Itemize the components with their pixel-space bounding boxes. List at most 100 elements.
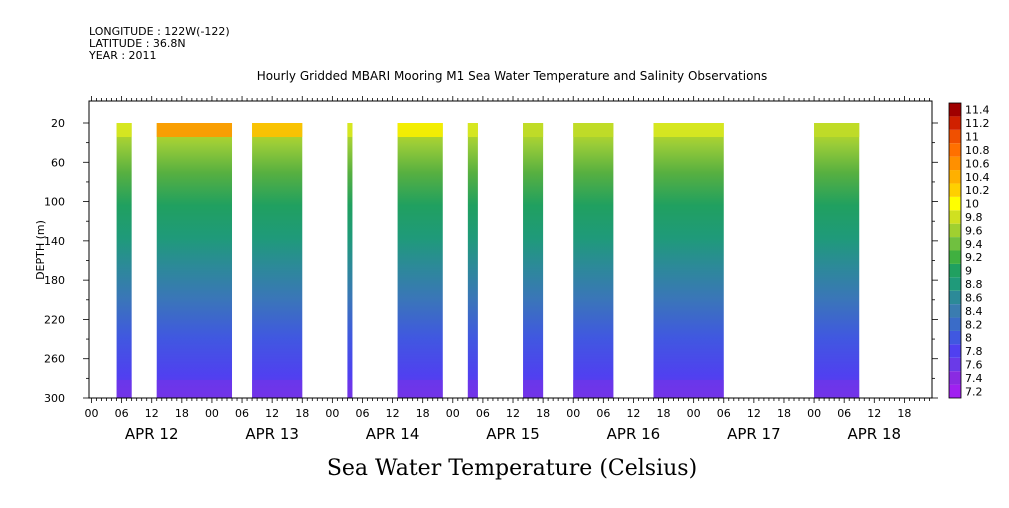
surface-layer — [252, 123, 303, 137]
colorbar-label: 9.6 — [965, 224, 983, 237]
x-tick-label: 18 — [657, 407, 671, 420]
colorbar-label: 9.4 — [965, 238, 983, 251]
temperature-segment — [156, 123, 233, 398]
latitude-label: LATITUDE : 36.8N — [89, 37, 186, 50]
colorbar-label: 9 — [965, 265, 972, 278]
x-tick-label: 18 — [175, 407, 189, 420]
x-tick-label: 00 — [807, 407, 821, 420]
temperature-segment — [347, 123, 353, 398]
x-tick-label: 18 — [777, 407, 791, 420]
colorbar-swatch — [949, 196, 961, 211]
bottom-layer — [573, 380, 614, 398]
x-tick-label: 06 — [596, 407, 610, 420]
x-tick-label: 00 — [205, 407, 219, 420]
longitude-label: LONGITUDE : 122W(-122) — [89, 25, 230, 38]
x-tick-label: 12 — [626, 407, 640, 420]
bottom-layer — [116, 380, 132, 398]
colorbar-swatch — [949, 304, 961, 318]
chart-title: Hourly Gridded MBARI Mooring M1 Sea Wate… — [257, 69, 768, 83]
temperature-segment — [397, 123, 443, 398]
x-tick-label: 06 — [115, 407, 129, 420]
colorbar-swatch — [949, 237, 961, 251]
x-tick-label: 06 — [717, 407, 731, 420]
colorbar-swatch — [949, 290, 961, 305]
colorbar-label: 11 — [965, 131, 979, 144]
x-day-label: APR 13 — [245, 425, 299, 443]
bottom-title: Sea Water Temperature (Celsius) — [327, 456, 697, 481]
x-tick-label: 18 — [536, 407, 550, 420]
colorbar-label: 10.8 — [965, 144, 990, 157]
colorbar-label: 10 — [965, 198, 979, 211]
colorbar-label: 8.8 — [965, 278, 983, 291]
surface-layer — [116, 123, 132, 137]
x-tick-label: 12 — [265, 407, 279, 420]
colorbar-swatch — [949, 357, 961, 372]
colorbar-swatch — [949, 317, 961, 331]
surface-layer — [523, 123, 544, 137]
bottom-layer — [347, 380, 353, 398]
colorbar-label: 7.4 — [965, 372, 983, 385]
y-tick-label: 260 — [44, 353, 65, 366]
plot-area — [116, 123, 860, 398]
y-tick-label: 220 — [44, 313, 65, 326]
colorbar-swatch — [949, 250, 961, 264]
x-day-label: APR 12 — [125, 425, 179, 443]
x-tick-label: 12 — [747, 407, 761, 420]
colorbar-label: 8.4 — [965, 305, 983, 318]
colorbar-label: 7.2 — [965, 385, 983, 398]
colorbar-swatch — [949, 116, 961, 130]
colorbar-label: 10.6 — [965, 157, 990, 170]
colorbar-swatch — [949, 277, 961, 291]
x-tick-label: 18 — [897, 407, 911, 420]
x-day-label: APR 17 — [727, 425, 781, 443]
temperature-segment — [653, 123, 724, 398]
x-tick-label: 00 — [325, 407, 339, 420]
surface-layer — [814, 123, 860, 137]
x-tick-label: 00 — [687, 407, 701, 420]
colorbar-label: 11.2 — [965, 117, 990, 130]
colorbar-swatch — [949, 170, 961, 184]
colorbar-frame — [948, 102, 962, 399]
y-tick-label: 140 — [44, 235, 65, 248]
colorbar-label: 8.6 — [965, 291, 983, 304]
colorbar: 7.27.47.67.888.28.48.68.899.29.49.69.810… — [948, 102, 990, 399]
x-tick-label: 12 — [867, 407, 881, 420]
axes: 00 06 12 18 00 06 12 18 00 06 12 18 00 06 12 18 00 06 12 18… — [44, 96, 938, 443]
colorbar-swatch — [949, 330, 961, 345]
bottom-layer — [814, 380, 860, 398]
colorbar-swatch — [949, 210, 961, 224]
plot-frame — [88, 100, 933, 399]
x-tick-label: 00 — [85, 407, 99, 420]
colorbar-label: 9.2 — [965, 251, 983, 264]
x-day-label: APR 16 — [607, 425, 661, 443]
colorbar-label: 11.4 — [965, 104, 990, 117]
colorbar-label: 8.2 — [965, 318, 983, 331]
temperature-segment — [116, 123, 132, 398]
x-tick-label: 06 — [837, 407, 851, 420]
colorbar-label: 9.8 — [965, 211, 983, 224]
colorbar-swatch — [949, 344, 961, 358]
colorbar-swatch — [949, 384, 961, 398]
temperature-segment — [523, 123, 544, 398]
x-tick-label: 00 — [446, 407, 460, 420]
x-tick-label: 18 — [295, 407, 309, 420]
y-tick-label: 20 — [51, 117, 65, 130]
surface-layer — [653, 123, 724, 137]
x-day-label: APR 15 — [486, 425, 540, 443]
bottom-layer — [653, 380, 724, 398]
temperature-segment — [814, 123, 860, 398]
colorbar-label: 10.4 — [965, 171, 990, 184]
colorbar-label: 7.8 — [965, 345, 983, 358]
surface-layer — [467, 123, 478, 137]
bottom-layer — [467, 380, 478, 398]
temperature-segment — [573, 123, 614, 398]
x-tick-label: 06 — [235, 407, 249, 420]
surface-layer — [397, 123, 443, 137]
x-day-label: APR 18 — [847, 425, 901, 443]
colorbar-swatch — [949, 223, 961, 238]
surface-layer — [347, 123, 353, 137]
colorbar-swatch — [949, 143, 961, 157]
colorbar-swatch — [949, 103, 961, 117]
y-axis-label: DEPTH (m) — [34, 220, 47, 280]
colorbar-label: 7.6 — [965, 358, 983, 371]
